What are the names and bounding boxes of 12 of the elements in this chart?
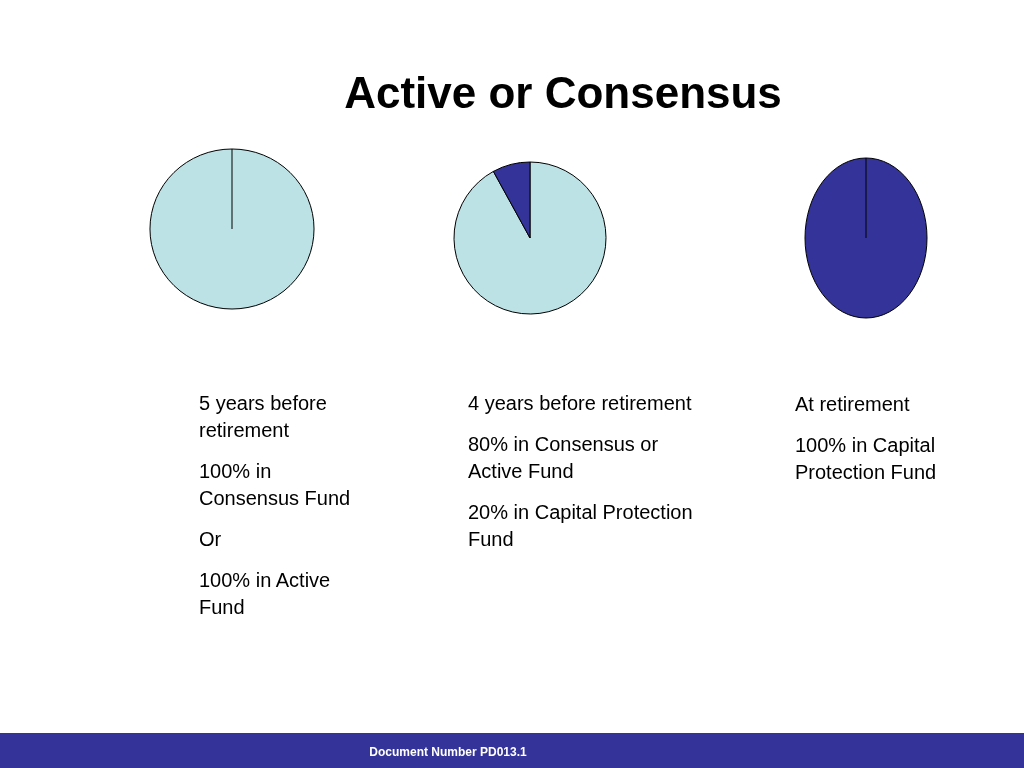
text: Document Number PD013.1 <box>369 745 528 759</box>
text: At retirement <box>795 393 910 415</box>
text: 100% in Capital Protection Fund <box>795 434 937 483</box>
text: 4 years before retirement <box>468 392 692 414</box>
text: Or <box>199 528 222 550</box>
text: 5 years before retirement <box>199 392 327 441</box>
chart-title: Active or Consensus <box>344 68 782 117</box>
text: 80% in Consensus or Active Fund <box>468 433 659 482</box>
text: 20% in Capital Protection Fund <box>468 501 693 550</box>
text: 100% in Consensus Fund <box>199 460 351 509</box>
pie-slice <box>453 161 607 315</box>
text: 100% in Active Fund <box>199 569 331 618</box>
